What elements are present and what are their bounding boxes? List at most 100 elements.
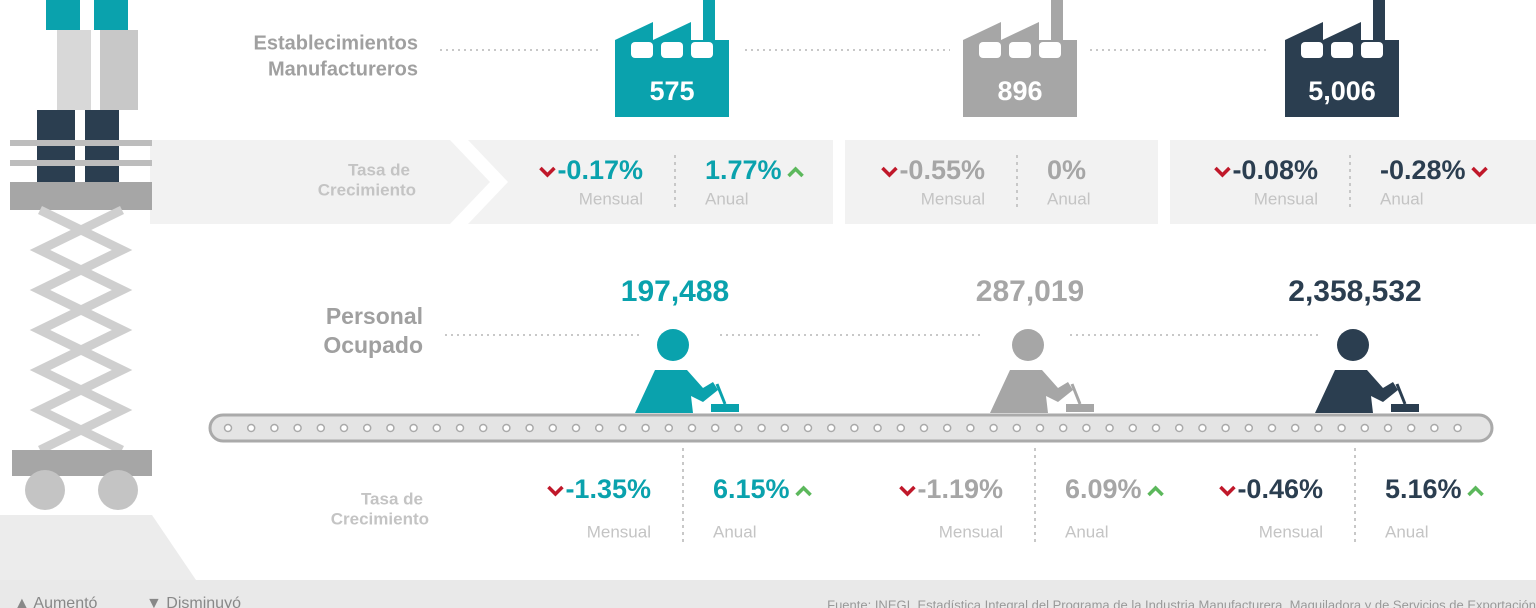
rate-value: 0% bbox=[1047, 155, 1086, 185]
belt-dot bbox=[966, 423, 975, 433]
belt-dot bbox=[1105, 423, 1114, 433]
base bbox=[12, 450, 152, 476]
window bbox=[1331, 42, 1353, 58]
window bbox=[631, 42, 653, 58]
belt-dot bbox=[409, 423, 418, 433]
arrow-up bbox=[1467, 485, 1484, 497]
scissor bbox=[29, 205, 133, 455]
worker-body bbox=[635, 370, 718, 413]
label: Personal bbox=[326, 303, 423, 329]
rate-band bbox=[468, 140, 833, 224]
source: Fuente: INEGI. Estadística Integral del … bbox=[827, 597, 1536, 608]
arrow-down bbox=[899, 485, 916, 497]
belt-dot bbox=[362, 423, 372, 433]
box bbox=[46, 0, 80, 30]
rate-value: 5.16% bbox=[1385, 474, 1462, 504]
label: Crecimiento bbox=[331, 509, 429, 528]
rate-value: -1.19% bbox=[917, 474, 1003, 504]
lever-base bbox=[1391, 404, 1419, 412]
rate-value: -1.35% bbox=[565, 474, 651, 504]
rate-value: 6.15% bbox=[713, 474, 790, 504]
rate-label: Anual bbox=[705, 189, 748, 208]
belt-dot bbox=[1290, 423, 1300, 433]
rate-label: Anual bbox=[1380, 189, 1423, 208]
belt-dot bbox=[734, 423, 743, 433]
belt-dot bbox=[942, 423, 952, 433]
arrow-up bbox=[1147, 485, 1164, 497]
arrow-down bbox=[881, 166, 898, 178]
worker-head bbox=[1012, 329, 1044, 361]
arrow-down bbox=[1214, 166, 1231, 178]
window bbox=[1009, 42, 1031, 58]
belt-dot bbox=[293, 423, 302, 433]
box bbox=[100, 30, 138, 110]
arrow-up bbox=[787, 166, 804, 178]
belt-dot bbox=[594, 423, 604, 433]
belt-dot bbox=[339, 423, 349, 433]
footer-band bbox=[0, 580, 1536, 608]
factory bbox=[963, 0, 1077, 117]
belt-dot bbox=[826, 423, 836, 433]
label: Tasa de bbox=[348, 160, 410, 179]
lever-base bbox=[1066, 404, 1094, 412]
label: Establecimientos bbox=[253, 32, 418, 54]
arrow-down bbox=[547, 485, 564, 497]
belt-dot bbox=[525, 423, 534, 433]
backgrounds bbox=[0, 140, 1536, 608]
personnel-value: 197,488 bbox=[621, 275, 729, 308]
belt-dot bbox=[664, 423, 674, 433]
rate-value: -0.28% bbox=[1380, 155, 1466, 185]
establishments-value: 896 bbox=[997, 76, 1042, 106]
belt-dot bbox=[455, 423, 465, 433]
rate-value: 1.77% bbox=[705, 155, 782, 185]
belt-dot bbox=[1221, 423, 1230, 433]
worker-head bbox=[1337, 329, 1369, 361]
legend-text: Aumentó bbox=[33, 595, 97, 608]
belt-dot bbox=[641, 423, 650, 433]
arrow-down bbox=[1219, 485, 1236, 497]
arrow-up bbox=[795, 485, 812, 497]
belt-dot bbox=[1198, 423, 1207, 433]
legend-text: Disminuyó bbox=[166, 595, 241, 608]
belt-dot bbox=[1383, 423, 1393, 433]
belt-dot bbox=[432, 423, 442, 433]
belt-dot bbox=[780, 423, 790, 433]
personnel-value: 287,019 bbox=[976, 275, 1084, 308]
factory bbox=[1285, 0, 1399, 117]
belt-dot bbox=[687, 423, 697, 433]
rate-label: Anual bbox=[1065, 522, 1108, 541]
window bbox=[691, 42, 713, 58]
rate-label: Anual bbox=[1047, 189, 1090, 208]
window bbox=[1361, 42, 1383, 58]
belt-dot bbox=[571, 423, 581, 433]
belt-dot bbox=[1267, 423, 1277, 433]
belt-dot bbox=[478, 423, 488, 433]
label-band bbox=[150, 140, 490, 224]
belt-dot bbox=[1082, 423, 1091, 433]
establishments-value: 575 bbox=[649, 76, 694, 106]
label: Crecimiento bbox=[318, 180, 416, 199]
establishments-value: 5,006 bbox=[1308, 76, 1376, 106]
belt-dot bbox=[1406, 423, 1416, 433]
rate-label: Mensual bbox=[921, 189, 985, 208]
lever bbox=[1070, 383, 1082, 405]
belt-dot bbox=[1337, 423, 1346, 433]
rate-label: Mensual bbox=[587, 522, 651, 541]
belt-dot bbox=[850, 423, 859, 433]
belt-dot bbox=[1360, 423, 1370, 433]
lever bbox=[1395, 383, 1407, 405]
rate-value: -0.46% bbox=[1237, 474, 1323, 504]
belt-dot bbox=[1128, 423, 1138, 433]
dotted-lines bbox=[440, 49, 1320, 336]
label: Ocupado bbox=[323, 332, 423, 358]
platform bbox=[10, 182, 152, 210]
window bbox=[1301, 42, 1323, 58]
belt-dot bbox=[270, 423, 279, 433]
belt-dot bbox=[919, 423, 929, 433]
arrow-down bbox=[1471, 166, 1488, 178]
rate-label: Anual bbox=[713, 522, 756, 541]
window bbox=[1039, 42, 1061, 58]
window bbox=[979, 42, 1001, 58]
rail bbox=[10, 160, 152, 166]
